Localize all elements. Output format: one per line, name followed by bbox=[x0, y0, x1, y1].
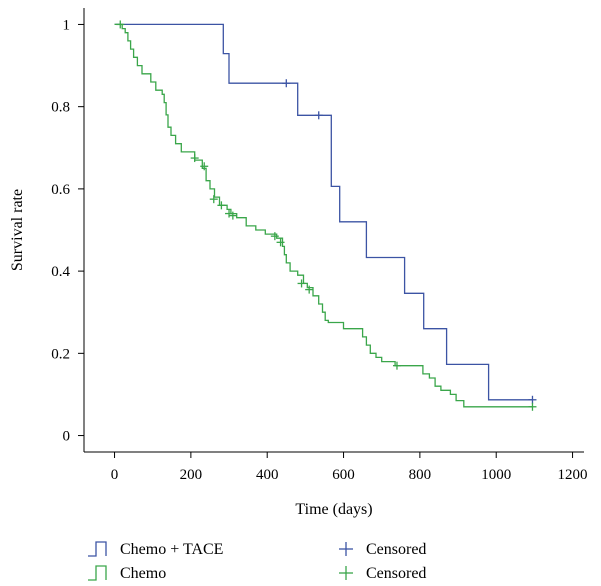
survival-curve-chemo bbox=[114, 23, 533, 408]
censor-mark-chemo bbox=[392, 361, 401, 370]
censor-mark-chemo bbox=[276, 238, 285, 247]
legend-step-icon-chemo bbox=[88, 565, 107, 581]
censor-mark-chemo-tace bbox=[528, 395, 537, 404]
x-tick-label: 400 bbox=[256, 467, 279, 483]
legend-item-chemo-tace: Chemo + TACE bbox=[88, 541, 223, 558]
x-tick-label: 600 bbox=[332, 467, 355, 483]
legend-censor-mark-chemo bbox=[339, 566, 353, 580]
legend: Chemo + TACE Censored Chemo Censored bbox=[88, 541, 426, 582]
censor-mark-chemo bbox=[270, 232, 279, 241]
y-tick-label: 0.6 bbox=[51, 182, 70, 198]
legend-item-chemo: Chemo bbox=[88, 565, 166, 582]
survival-curve-chemo-tace bbox=[114, 23, 533, 401]
plot-area: 0 200 400 600 800 1000 1200 0 0.2 0.4 0.6 0.8 1 Tim… bbox=[9, 8, 588, 518]
censor-mark-chemo bbox=[225, 209, 234, 218]
legend-item-censored-chemo: Censored bbox=[339, 565, 426, 582]
censor-mark-chemo bbox=[200, 162, 209, 171]
censor-mark-chemo bbox=[297, 279, 306, 288]
y-tick-label: 1 bbox=[63, 17, 71, 33]
y-tick-label: 0.8 bbox=[51, 100, 70, 116]
x-tick-label: 1000 bbox=[481, 467, 511, 483]
legend-step-icon-chemo-tace bbox=[88, 541, 107, 557]
legend-label-censored-2: Censored bbox=[366, 565, 426, 582]
y-tick-label: 0.2 bbox=[51, 346, 70, 362]
x-tick-label: 200 bbox=[180, 467, 203, 483]
y-axis-label: Survival rate bbox=[9, 189, 26, 271]
legend-item-censored-chemo-tace: Censored bbox=[339, 541, 426, 558]
x-tick-label: 0 bbox=[111, 467, 119, 483]
censor-mark-chemo-tace bbox=[282, 79, 291, 88]
legend-label-chemo-tace: Chemo + TACE bbox=[120, 541, 223, 558]
censor-mark-chemo bbox=[209, 195, 218, 204]
x-axis-ticks: 0 200 400 600 800 1000 1200 bbox=[111, 452, 588, 483]
censor-mark-chemo-tace bbox=[314, 111, 323, 120]
x-tick-label: 800 bbox=[409, 467, 432, 483]
series-layer bbox=[114, 20, 537, 411]
y-axis-ticks: 0 0.2 0.4 0.6 0.8 1 bbox=[51, 17, 84, 445]
censor-mark-chemo bbox=[116, 20, 125, 29]
censor-mark-chemo bbox=[190, 154, 199, 163]
legend-censor-mark-chemo-tace bbox=[339, 542, 353, 556]
x-axis-label: Time (days) bbox=[295, 501, 372, 518]
censor-mark-chemo bbox=[228, 211, 237, 220]
censor-mark-chemo bbox=[528, 402, 537, 411]
y-tick-label: 0.4 bbox=[51, 264, 70, 280]
censor-mark-chemo bbox=[217, 201, 226, 210]
y-tick-label: 0 bbox=[63, 429, 71, 445]
censor-mark-chemo bbox=[305, 285, 314, 294]
legend-label-chemo: Chemo bbox=[120, 565, 166, 582]
x-tick-label: 1200 bbox=[558, 467, 588, 483]
legend-label-censored-1: Censored bbox=[366, 541, 426, 558]
